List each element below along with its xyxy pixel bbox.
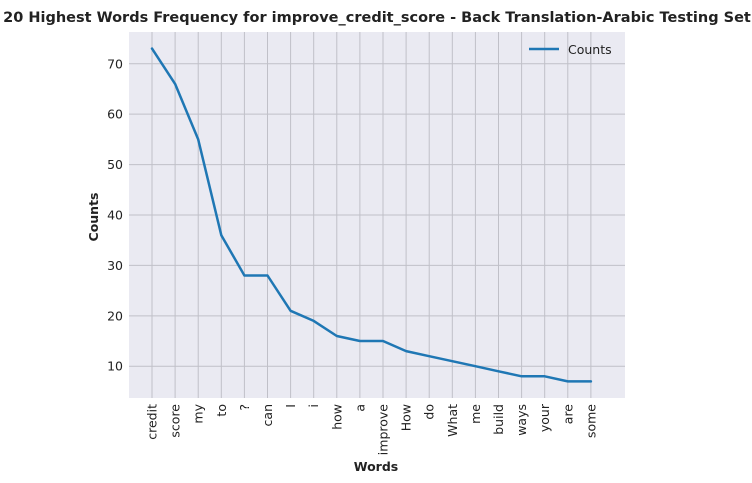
legend: Counts: [529, 42, 612, 57]
x-tick-label: score: [168, 404, 183, 438]
x-tick-label: to: [214, 404, 229, 417]
x-tick-label: What: [445, 404, 460, 437]
x-tick-label: I: [283, 404, 298, 408]
x-tick-label: improve: [376, 404, 391, 455]
x-tick-label: your: [537, 403, 552, 432]
x-tick-label: ways: [514, 404, 529, 436]
x-tick-label: my: [191, 403, 206, 423]
y-axis-label: Counts: [86, 193, 101, 242]
y-tick-label: 60: [107, 107, 123, 122]
x-tick-label: can: [260, 404, 275, 426]
x-tick-label: credit: [145, 404, 160, 440]
x-tick-label: some: [583, 404, 598, 438]
x-tick-label: do: [422, 404, 437, 420]
legend-label-counts: Counts: [568, 42, 612, 57]
y-tick-label: 40: [107, 208, 123, 223]
series-line-counts: [150, 47, 593, 383]
x-tick-label: are: [560, 404, 575, 425]
x-tick-label: How: [399, 404, 414, 431]
y-tick-label: 10: [107, 359, 123, 374]
x-axis-label: Words: [354, 459, 398, 474]
y-tick-labels: 10 20 30 40 50 60 70: [107, 56, 123, 373]
y-tick-label: 70: [107, 56, 123, 71]
x-tick-label: how: [329, 404, 344, 430]
x-tick-label: a: [352, 404, 367, 412]
y-tick-label: 20: [107, 308, 123, 323]
x-tick-label: build: [491, 404, 506, 435]
grid-lines: [129, 32, 625, 398]
y-tick-label: 50: [107, 157, 123, 172]
x-tick-label: i: [306, 404, 321, 407]
x-tick-label: ?: [237, 404, 252, 411]
x-tick-label: me: [468, 404, 483, 424]
chart-title: 20 Highest Words Frequency for improve_c…: [3, 10, 751, 26]
y-tick-label: 30: [107, 258, 123, 273]
